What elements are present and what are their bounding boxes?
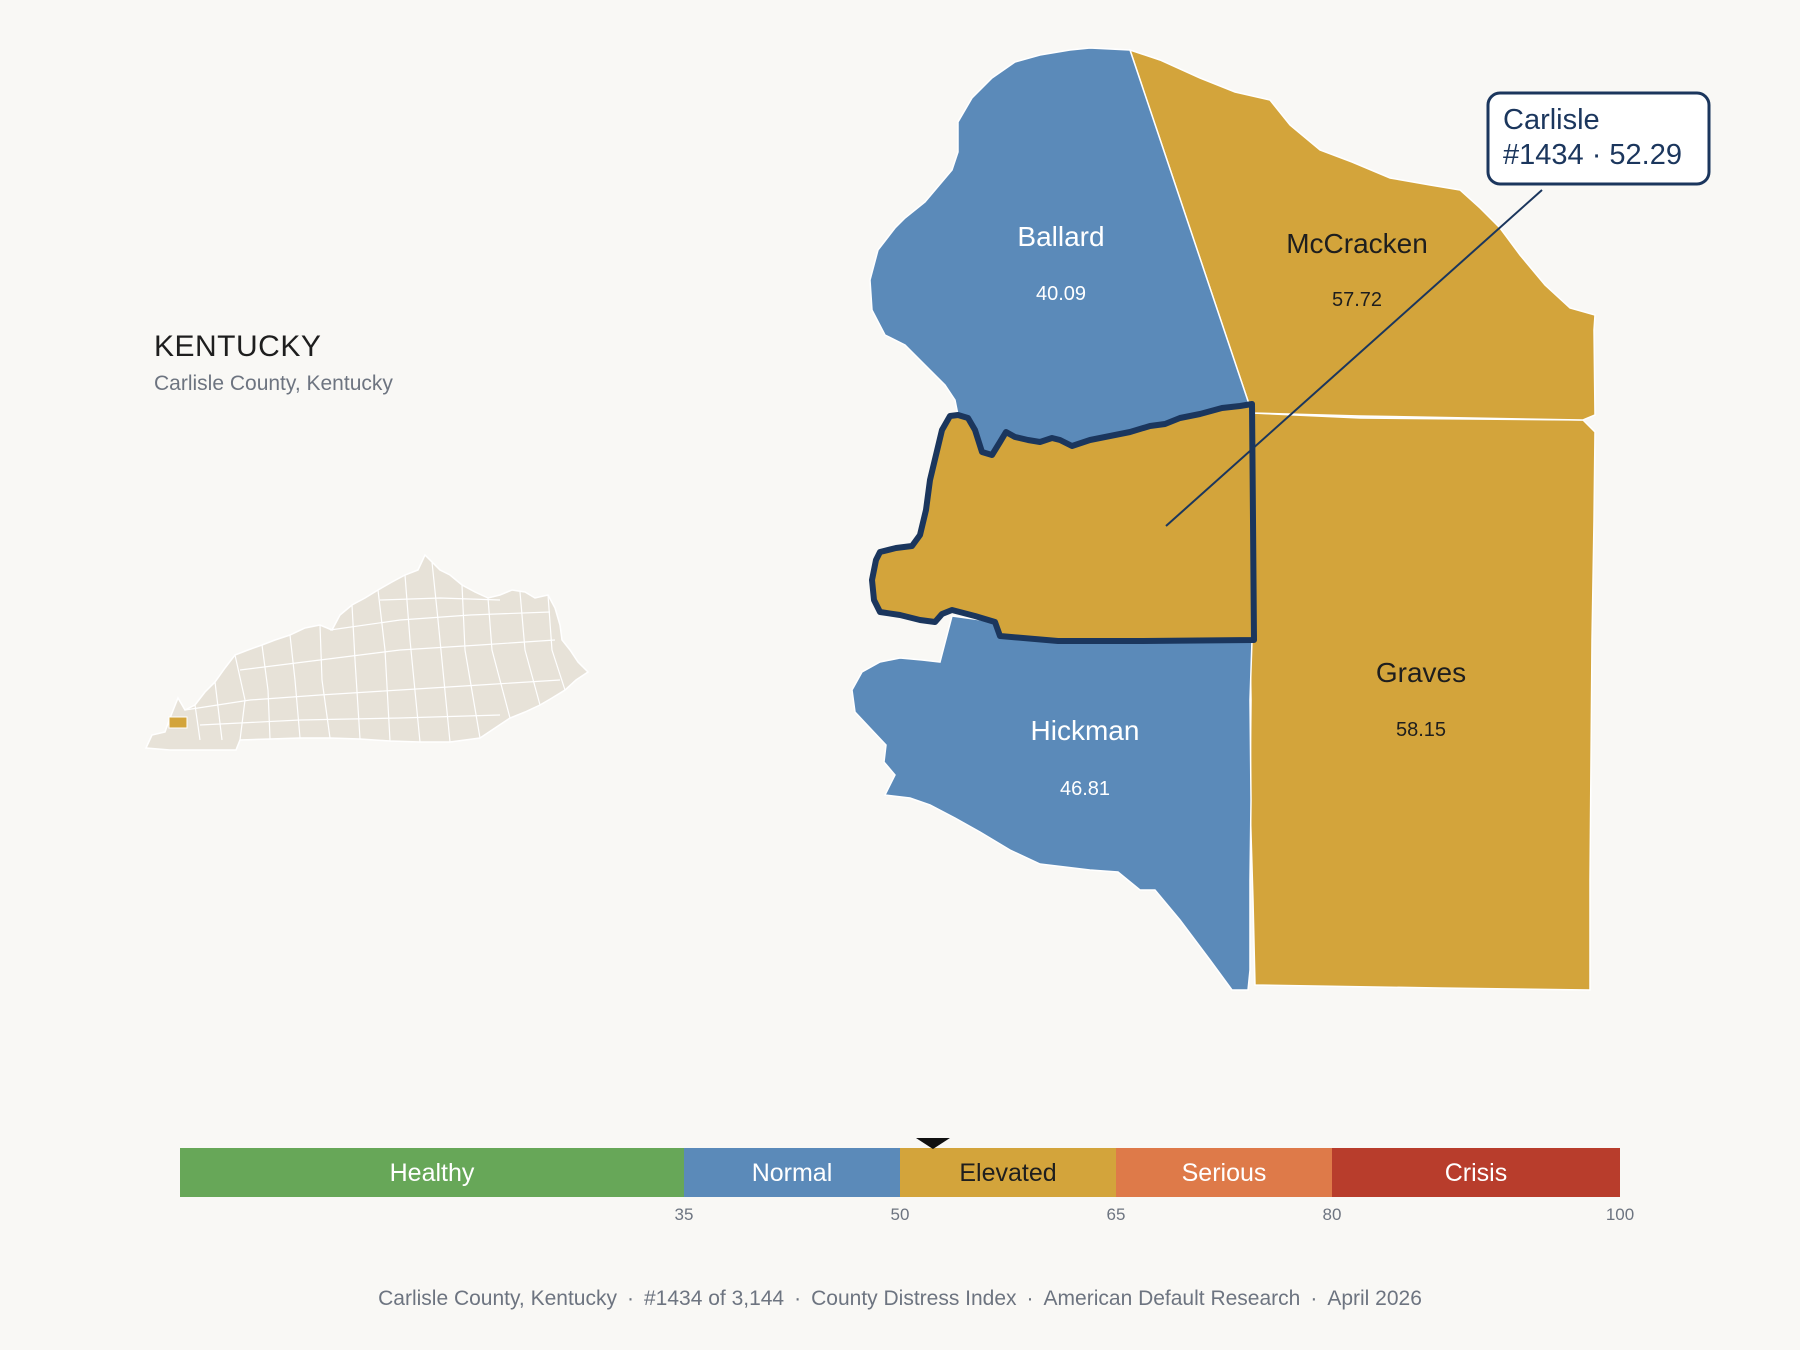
legend-band-crisis — [1332, 1148, 1620, 1197]
legend-band-normal — [684, 1148, 900, 1197]
footer-date: April 2026 — [1327, 1287, 1422, 1310]
county-value-graves: 58.15 — [1396, 719, 1446, 741]
kentucky-state-shape — [144, 553, 590, 751]
footer-rank: #1434 of 3,144 — [643, 1287, 785, 1310]
county-mccracken[interactable] — [1128, 48, 1596, 421]
footer-source: American Default Research — [1043, 1287, 1301, 1310]
county-label-ballard: Ballard — [1017, 221, 1104, 252]
legend-band-elevated — [900, 1148, 1116, 1197]
county-label-hickman: Hickman — [1031, 715, 1140, 746]
legend-tick-35: 35 — [675, 1205, 694, 1224]
footer: Carlisle County, Kentucky · #1434 of 3,144… — [378, 1287, 1422, 1310]
state-title: KENTUCKY — [154, 330, 322, 363]
legend-label-healthy: Healthy — [390, 1159, 475, 1187]
kentucky-inset-map — [144, 553, 590, 751]
distress-legend: Healthy Normal Elevated Serious Crisis 35 50 65… — [180, 1138, 1634, 1224]
county-value-ballard: 40.09 — [1036, 283, 1086, 305]
legend-label-elevated: Elevated — [959, 1159, 1056, 1187]
legend-band-healthy — [180, 1148, 684, 1197]
county-graves[interactable] — [1249, 412, 1596, 991]
footer-index: County Distress Index — [811, 1287, 1017, 1310]
county-label-graves: Graves — [1376, 657, 1466, 688]
callout-county-name: Carlisle — [1503, 104, 1600, 136]
legend-label-normal: Normal — [752, 1159, 833, 1187]
callout-rank-value: #1434 · 52.29 — [1503, 139, 1682, 171]
carlisle-callout: Carlisle #1434 · 52.29 — [1165, 91, 1711, 527]
county-value-hickman: 46.81 — [1060, 778, 1110, 800]
county-label-mccracken: McCracken — [1286, 228, 1428, 259]
legend-band-serious — [1116, 1148, 1332, 1197]
legend-tick-80: 80 — [1323, 1205, 1342, 1224]
carlisle-inset-highlight — [168, 716, 188, 729]
state-subtitle: Carlisle County, Kentucky — [154, 372, 393, 395]
kentucky-county-lines — [184, 561, 566, 743]
county-value-mccracken: 57.72 — [1332, 289, 1382, 311]
callout-box — [1486, 91, 1711, 186]
legend-tick-100: 100 — [1606, 1205, 1634, 1224]
legend-tick-50: 50 — [891, 1205, 910, 1224]
legend-marker — [915, 1138, 950, 1149]
callout-leader-line — [1165, 189, 1543, 527]
legend-label-serious: Serious — [1182, 1159, 1267, 1187]
legend-label-crisis: Crisis — [1445, 1159, 1508, 1187]
legend-tick-65: 65 — [1107, 1205, 1126, 1224]
county-labels: Ballard 40.09 McCracken 57.72 Graves 58.… — [1017, 221, 1466, 800]
county-carlisle[interactable] — [869, 401, 1257, 644]
county-map — [851, 47, 1596, 991]
county-hickman[interactable] — [851, 615, 1253, 991]
footer-county: Carlisle County, Kentucky — [378, 1287, 617, 1310]
